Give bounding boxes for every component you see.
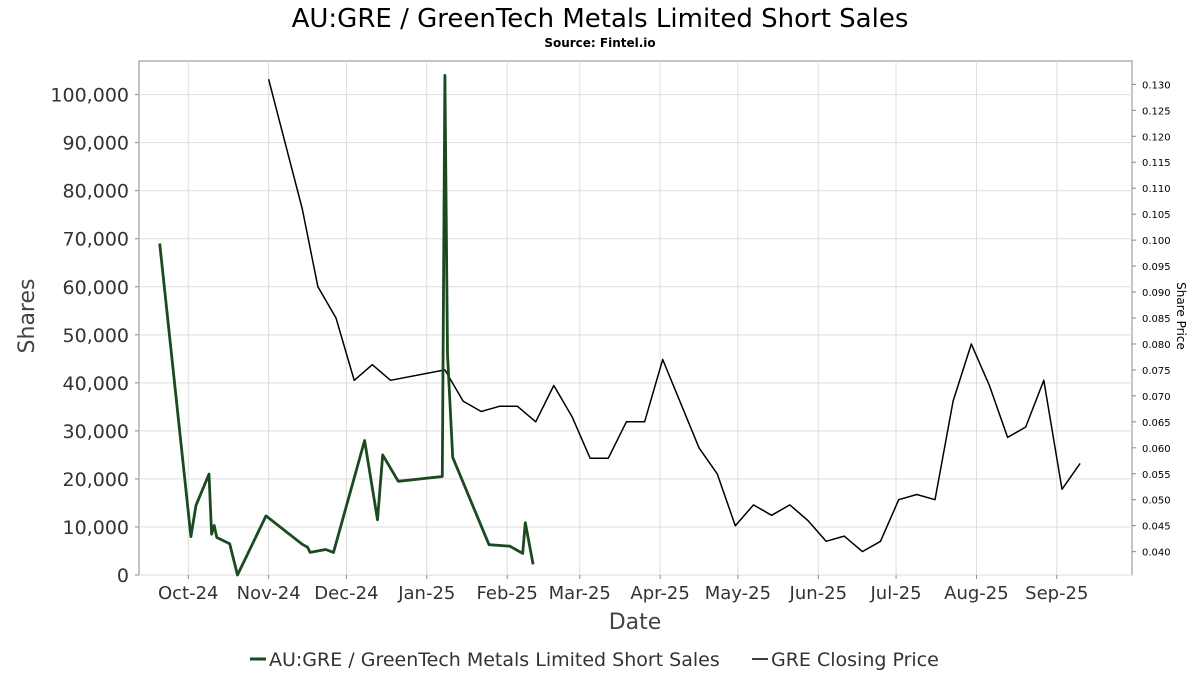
y-tick-label: 90,000 — [63, 133, 129, 155]
x-tick-label: Sep-25 — [1025, 583, 1088, 604]
chart-subtitle: Source: Fintel.io — [544, 36, 655, 50]
y-axis-label: Shares — [15, 279, 40, 354]
x-axis-label: Date — [609, 610, 662, 635]
x-tick-label: May-25 — [705, 583, 771, 604]
legend: AU:GRE / GreenTech Metals Limited Short … — [250, 649, 939, 671]
x-tick-label: Jun-25 — [789, 583, 848, 604]
chart-title: AU:GRE / GreenTech Metals Limited Short … — [292, 4, 909, 34]
x-tick-label: Aug-25 — [944, 583, 1009, 604]
y-tick-label: 10,000 — [63, 517, 129, 539]
x-axis-ticks: Oct-24 Nov-24 Dec-24 Jan-25 Feb-25 Mar-25 Apr-… — [158, 575, 1088, 604]
y2-tick-label: 0.075 — [1142, 366, 1171, 377]
legend-label-closing-price: GRE Closing Price — [771, 649, 939, 671]
y-tick-label: 20,000 — [63, 469, 129, 491]
series-line-closing-price — [267, 79, 1081, 553]
vertical-gridlines — [187, 61, 1058, 575]
x-tick-label: Dec-24 — [314, 583, 378, 604]
y2-tick-label: 0.120 — [1142, 132, 1171, 143]
series-layer — [158, 74, 1081, 577]
y-tick-label: 40,000 — [63, 373, 129, 395]
y2-tick-label: 0.070 — [1142, 392, 1171, 403]
x-tick-label: Jan-25 — [397, 583, 455, 604]
y-tick-label: 30,000 — [63, 421, 129, 443]
y2-tick-label: 0.040 — [1142, 548, 1171, 559]
horizontal-gridlines — [139, 94, 1132, 576]
left-axis-ticks: 0 10,000 20,000 30,000 40,000 50,000 60,000 70,… — [50, 85, 139, 587]
plot-area — [138, 60, 1133, 576]
y2-tick-label: 0.045 — [1142, 522, 1171, 533]
right-axis-ticks: 0.040 0.045 0.050 0.055 0.060 0.065 0.070 0.075… — [1132, 80, 1171, 559]
y2-tick-label: 0.090 — [1142, 288, 1171, 299]
y2-tick-label: 0.085 — [1142, 314, 1171, 325]
x-tick-label: Mar-25 — [549, 583, 611, 604]
y2-tick-label: 0.125 — [1142, 106, 1171, 117]
y2-tick-label: 0.080 — [1142, 340, 1171, 351]
x-tick-label: Oct-24 — [158, 583, 219, 604]
y2-tick-label: 0.100 — [1142, 236, 1171, 247]
y-tick-label: 0 — [117, 565, 129, 587]
y-tick-label: 70,000 — [63, 229, 129, 251]
y2-tick-label: 0.060 — [1142, 444, 1171, 455]
series-line-short-sales — [158, 74, 535, 577]
y2-axis-label: Share Price — [1174, 282, 1188, 350]
y-tick-label: 80,000 — [63, 181, 129, 203]
y2-tick-label: 0.130 — [1142, 80, 1171, 91]
y2-tick-label: 0.095 — [1142, 262, 1171, 273]
y2-tick-label: 0.110 — [1142, 184, 1171, 195]
legend-label-short-sales: AU:GRE / GreenTech Metals Limited Short … — [269, 649, 720, 671]
x-tick-label: Feb-25 — [477, 583, 538, 604]
y-tick-label: 60,000 — [63, 277, 129, 299]
y2-tick-label: 0.050 — [1142, 496, 1171, 507]
y-tick-label: 50,000 — [63, 325, 129, 347]
y2-tick-label: 0.055 — [1142, 470, 1171, 481]
y2-tick-label: 0.105 — [1142, 210, 1171, 221]
x-tick-label: Jul-25 — [870, 583, 922, 604]
y2-tick-label: 0.115 — [1142, 158, 1171, 169]
x-tick-label: Nov-24 — [237, 583, 301, 604]
x-tick-label: Apr-25 — [630, 583, 689, 604]
y-tick-label: 100,000 — [50, 85, 129, 107]
y2-tick-label: 0.065 — [1142, 418, 1171, 429]
